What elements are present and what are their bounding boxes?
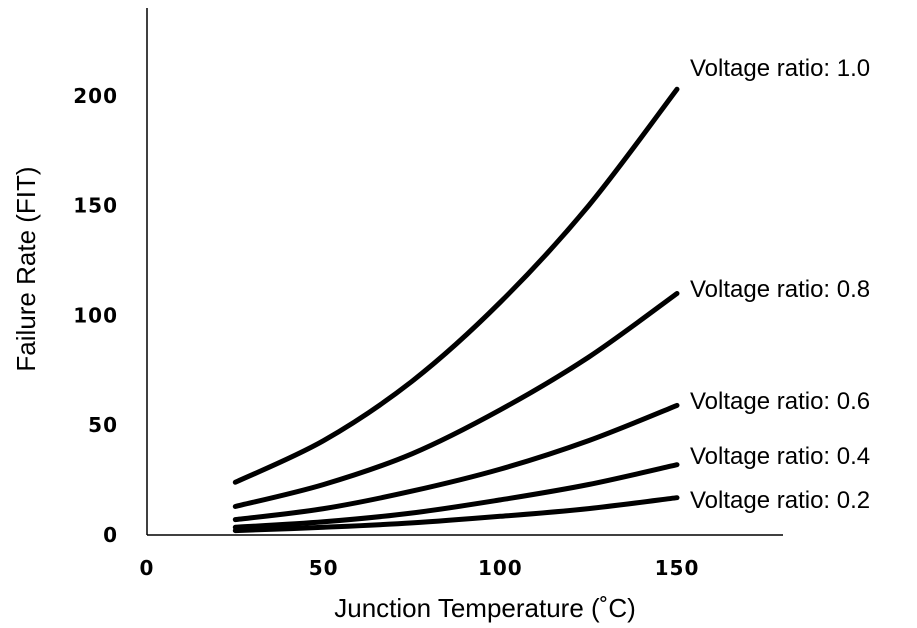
series-lines <box>232 86 680 534</box>
axes <box>146 8 783 536</box>
y-tick-label: 150 <box>73 194 118 218</box>
x-tick-label: 50 <box>309 556 339 580</box>
y-tick-label: 100 <box>73 303 118 327</box>
y-tick-label: 50 <box>88 413 118 437</box>
series-label: Voltage ratio: 0.8 <box>690 276 870 303</box>
series-line <box>232 86 680 485</box>
series-line <box>232 291 680 509</box>
series-label: Voltage ratio: 0.6 <box>690 388 870 415</box>
x-tick-label: 100 <box>478 556 523 580</box>
series-line <box>232 462 680 530</box>
y-axis-title: Failure Rate (FIT) <box>11 166 41 371</box>
tick-labels: 0 50 100 150 0 50 100 150 200 <box>73 84 700 580</box>
series-line <box>232 402 680 523</box>
x-tick-label: 0 <box>140 556 155 580</box>
series-label: Voltage ratio: 1.0 <box>690 55 870 82</box>
x-tick-label: 150 <box>655 556 700 580</box>
series-label: Voltage ratio: 0.4 <box>690 443 870 470</box>
series-label: Voltage ratio: 0.2 <box>690 487 870 514</box>
series-labels: Voltage ratio: 1.0 Voltage ratio: 0.8 Volt… <box>690 55 870 514</box>
x-axis-title: Junction Temperature (˚C) <box>334 593 636 623</box>
y-tick-label: 0 <box>103 523 118 547</box>
y-tick-label: 200 <box>73 84 118 108</box>
series-line <box>232 495 680 534</box>
